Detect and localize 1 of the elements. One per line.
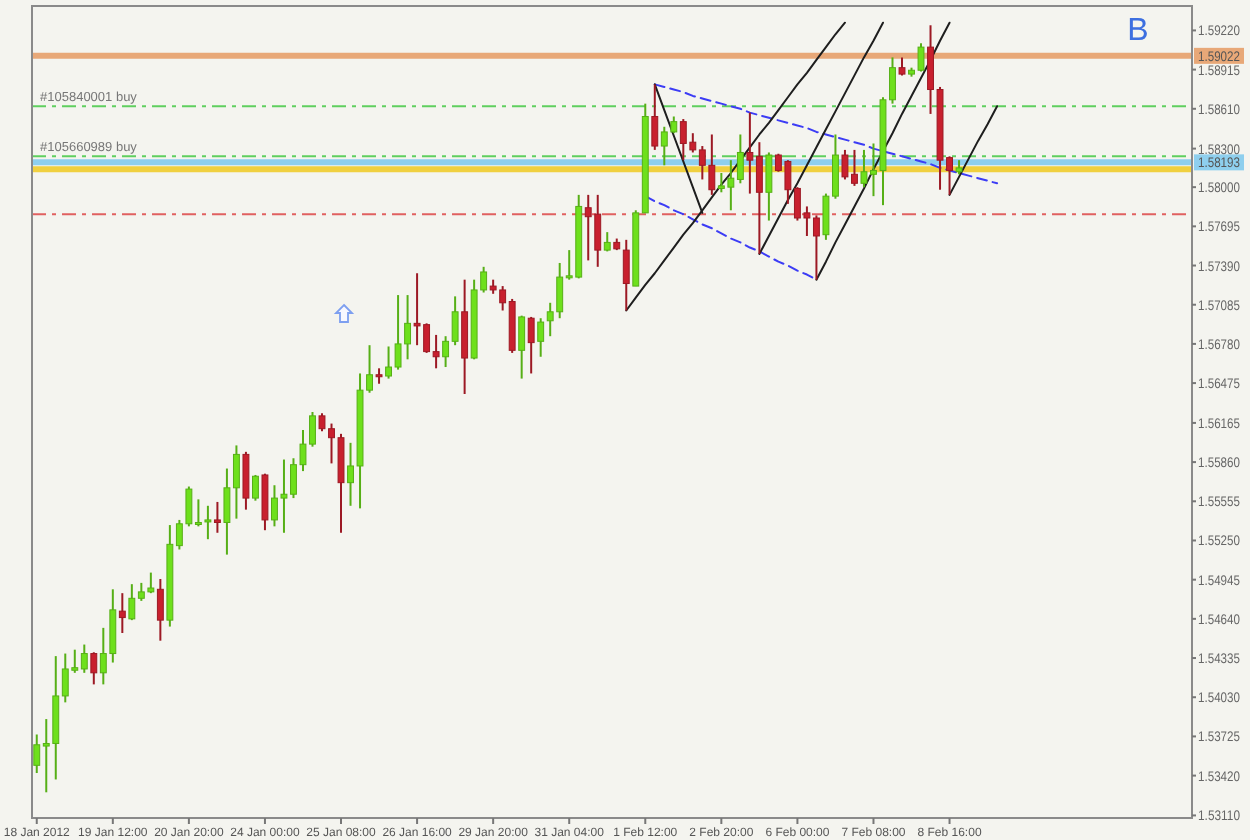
annotation: B [1127, 14, 1149, 48]
